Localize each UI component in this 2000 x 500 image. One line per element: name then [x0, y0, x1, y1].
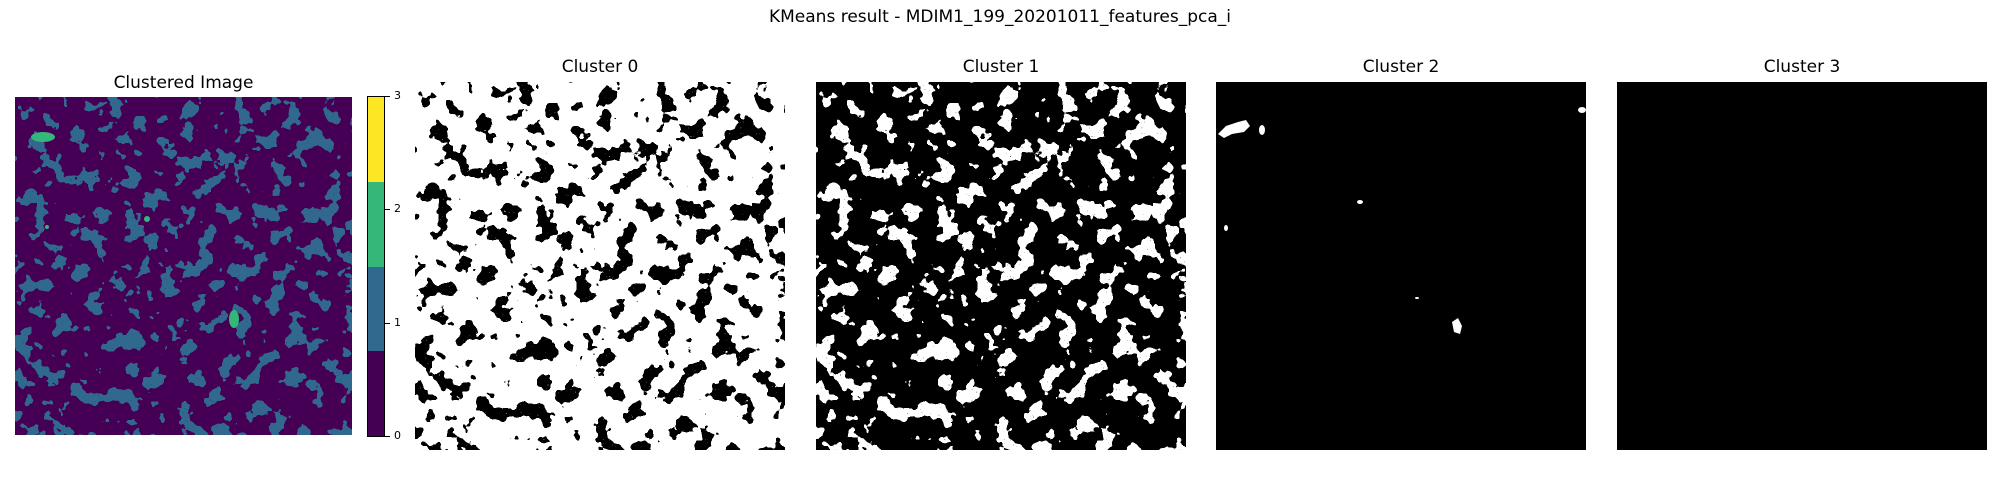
cluster2-patch [229, 310, 239, 328]
colorbar-tick [385, 209, 390, 210]
cluster-3-mask [1617, 82, 1987, 450]
cluster-1-mask [816, 82, 1186, 450]
colorbar-tick-label: 0 [394, 429, 401, 442]
colorbar-tick [385, 436, 390, 437]
cluster-3-title: Cluster 3 [1763, 57, 1841, 77]
figure-title: KMeans result - MDIM1_199_20201011_featu… [768, 7, 1231, 27]
colorbar-tick [385, 96, 390, 97]
cluster-2-mask [1216, 82, 1586, 450]
cluster-0-title: Cluster 0 [561, 57, 639, 77]
cluster2-region [1578, 107, 1586, 113]
cluster2-patch [45, 225, 49, 229]
colorbar-tick-label: 2 [394, 202, 401, 215]
colorbar-tick-label: 3 [394, 89, 401, 102]
cluster2-region [1357, 200, 1363, 204]
colorbar-segment-1 [368, 266, 384, 352]
cluster-2-title: Cluster 2 [1362, 57, 1440, 77]
cluster-0-mask [415, 82, 785, 450]
cluster-1-title: Cluster 1 [962, 57, 1040, 77]
cluster2-region [1452, 318, 1462, 334]
colorbar-segment-3 [368, 97, 384, 182]
colorbar-tick [385, 323, 390, 324]
colorbar [367, 96, 385, 437]
cluster2-region [1259, 125, 1265, 135]
colorbar-tick-label: 1 [394, 316, 401, 329]
cluster2-region [1415, 297, 1419, 299]
cluster2-region [1218, 120, 1250, 138]
colorbar-segment-2 [368, 181, 384, 267]
cluster2-patch [144, 216, 150, 222]
clustered-image [15, 97, 352, 435]
cluster2-patch [31, 132, 55, 142]
colorbar-segment-0 [368, 351, 384, 436]
cluster2-region [1224, 225, 1228, 231]
clustered-image-title: Clustered Image [113, 73, 254, 93]
